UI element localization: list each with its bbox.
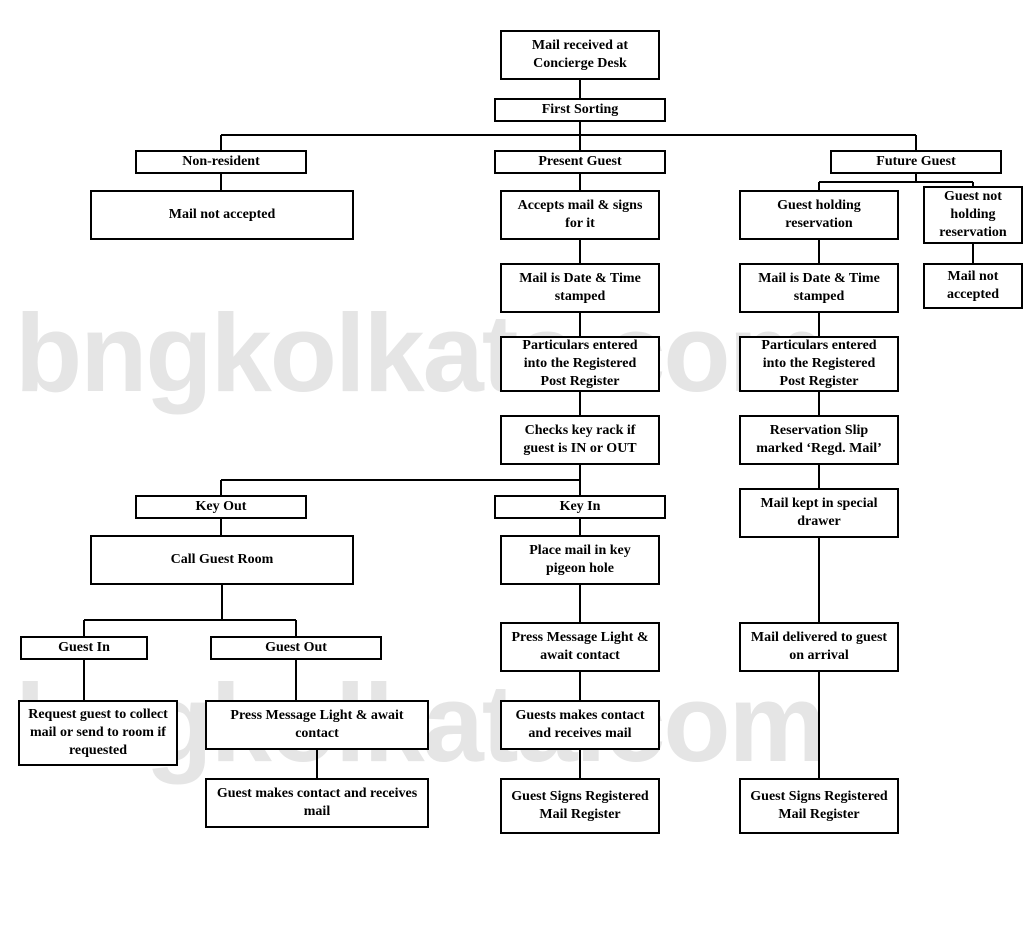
flowchart-node: Guest Out bbox=[210, 636, 382, 660]
flowchart-node: Checks key rack if guest is IN or OUT bbox=[500, 415, 660, 465]
flowchart-node: Request guest to collect mail or send to… bbox=[18, 700, 178, 766]
flowchart-node: Key Out bbox=[135, 495, 307, 519]
flowchart-node: Mail is Date & Time stamped bbox=[739, 263, 899, 313]
flowchart-node: Guest In bbox=[20, 636, 148, 660]
flowchart-node: Accepts mail & signs for it bbox=[500, 190, 660, 240]
flowchart-node: First Sorting bbox=[494, 98, 666, 122]
flowchart-node: Particulars entered into the Registered … bbox=[739, 336, 899, 392]
flowchart-node: Place mail in key pigeon hole bbox=[500, 535, 660, 585]
flowchart-node: Mail not accepted bbox=[923, 263, 1023, 309]
watermark-text: bngkolkata.com bbox=[15, 290, 824, 417]
flowchart-node: Press Message Light & await contact bbox=[500, 622, 660, 672]
flowchart-node: Mail is Date & Time stamped bbox=[500, 263, 660, 313]
flowchart-node: Present Guest bbox=[494, 150, 666, 174]
flowchart-node: Mail delivered to guest on arrival bbox=[739, 622, 899, 672]
flowchart-node: Mail kept in special drawer bbox=[739, 488, 899, 538]
flowchart-node: Press Message Light & await contact bbox=[205, 700, 429, 750]
flowchart-node: Call Guest Room bbox=[90, 535, 354, 585]
flowchart-node: Key In bbox=[494, 495, 666, 519]
flowchart-node: Guest Signs Registered Mail Register bbox=[500, 778, 660, 834]
flowchart-node: Guest not holding reservation bbox=[923, 186, 1023, 244]
flowchart-node: Guests makes contact and receives mail bbox=[500, 700, 660, 750]
flowchart-node: Reservation Slip marked ‘Regd. Mail’ bbox=[739, 415, 899, 465]
flowchart-node: Mail not accepted bbox=[90, 190, 354, 240]
flowchart-node: Non-resident bbox=[135, 150, 307, 174]
flowchart-node: Guest Signs Registered Mail Register bbox=[739, 778, 899, 834]
flowchart-node: Mail received at Concierge Desk bbox=[500, 30, 660, 80]
flowchart-node: Particulars entered into the Registered … bbox=[500, 336, 660, 392]
flowchart-node: Guest makes contact and receives mail bbox=[205, 778, 429, 828]
flowchart-node: Guest holding reservation bbox=[739, 190, 899, 240]
flowchart-node: Future Guest bbox=[830, 150, 1002, 174]
